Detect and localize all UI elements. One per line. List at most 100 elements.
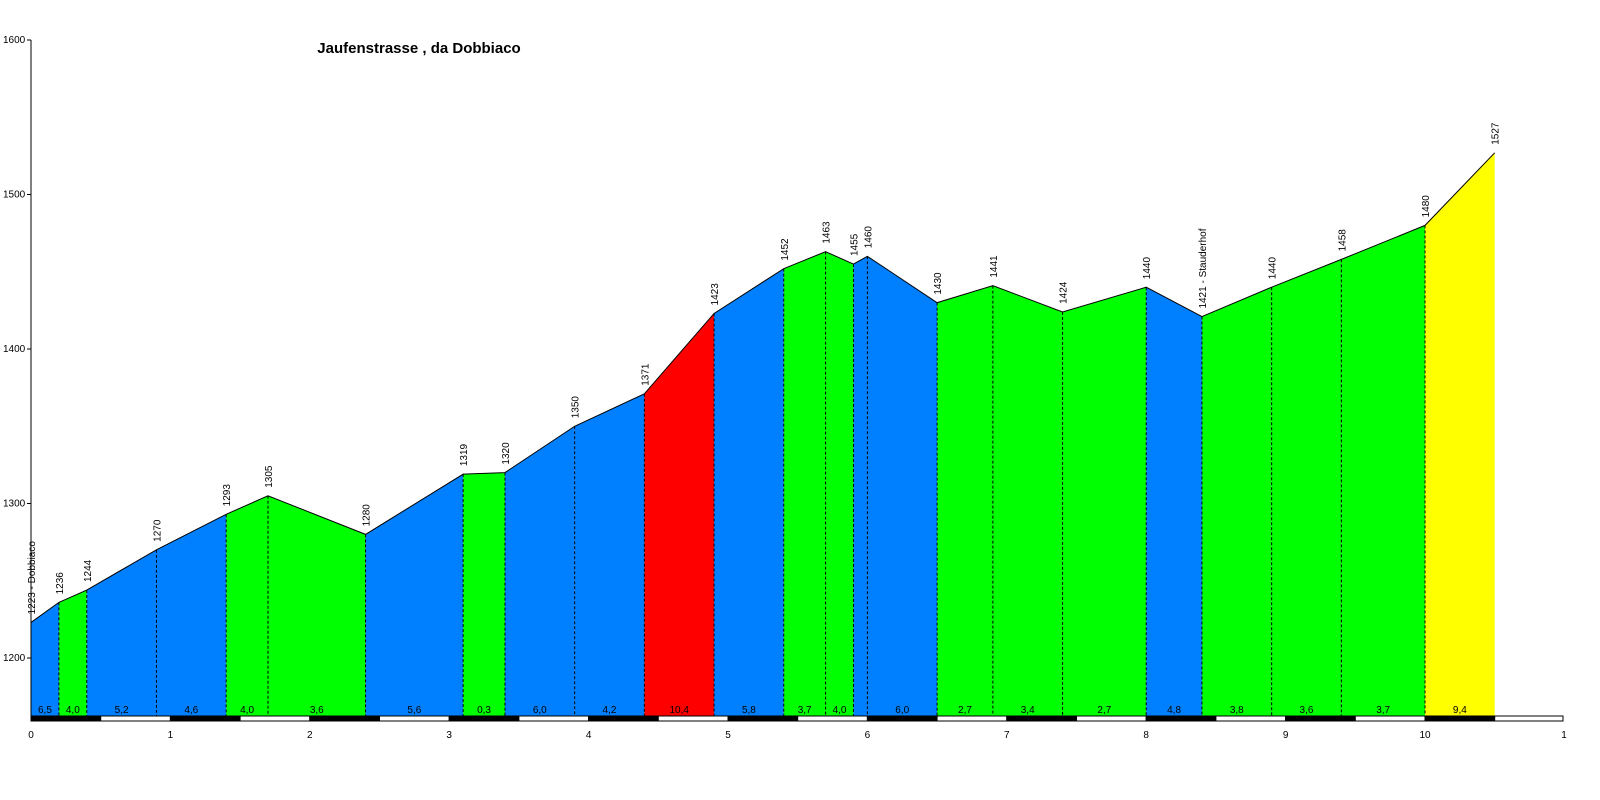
distance-bar-segment bbox=[518, 715, 590, 722]
elevation-label: 1455 bbox=[849, 233, 860, 256]
gradient-label: 4,0 bbox=[240, 705, 254, 716]
distance-bar-segment bbox=[1076, 715, 1147, 722]
elevation-labels: 1223 - Dobbiaco 1236 1244 1270 1293 1305 1280 1… bbox=[27, 122, 1502, 614]
gradient-label: 3,6 bbox=[310, 705, 324, 716]
x-tick-label: 2 bbox=[307, 730, 313, 741]
distance-bar-segment bbox=[379, 715, 450, 722]
x-tick-label: 3 bbox=[446, 730, 452, 741]
gradient-label: 6,0 bbox=[895, 705, 909, 716]
gradient-label: 4,8 bbox=[1167, 705, 1181, 716]
distance-bar-segment bbox=[1145, 715, 1217, 722]
x-tick-label: 7 bbox=[1004, 730, 1010, 741]
elevation-label: 1350 bbox=[571, 396, 582, 419]
distance-bar-segment bbox=[100, 715, 171, 722]
gradient-area-7 bbox=[463, 472, 505, 717]
gradient-label: 4,0 bbox=[66, 705, 80, 716]
gradient-area-15 bbox=[867, 256, 938, 717]
gradient-area-12 bbox=[783, 251, 826, 718]
gradient-area-11 bbox=[714, 268, 784, 717]
gradient-label: 3,4 bbox=[1021, 705, 1035, 716]
x-tick-label: 0 bbox=[28, 730, 34, 741]
distance-bar-segment bbox=[657, 715, 729, 722]
x-tick-label: 4 bbox=[586, 730, 592, 741]
distance-bar-segment bbox=[1285, 715, 1356, 722]
elevation-label: 1293 bbox=[222, 484, 233, 507]
gradient-label: 0,3 bbox=[477, 705, 491, 716]
segment-dividers bbox=[58, 225, 1426, 717]
distance-scale-bar bbox=[30, 715, 1564, 722]
gradient-area-14 bbox=[853, 256, 868, 717]
gradient-area-21 bbox=[1271, 259, 1342, 717]
y-tick-label: 1600 bbox=[3, 35, 26, 46]
elevation-label: 1440 bbox=[1268, 257, 1279, 280]
elevation-label: 1458 bbox=[1337, 229, 1348, 252]
distance-bar-segment bbox=[309, 715, 380, 722]
gradient-area-23 bbox=[1425, 152, 1495, 717]
gradient-label: 2,7 bbox=[958, 705, 972, 716]
distance-bar-segment bbox=[239, 715, 311, 722]
distance-bar-segment bbox=[1215, 715, 1287, 722]
x-tick-label: 5 bbox=[725, 730, 731, 741]
gradient-label: 2,7 bbox=[1097, 705, 1111, 716]
elevation-label: 1440 bbox=[1142, 257, 1153, 280]
distance-bar-segment bbox=[1424, 715, 1496, 722]
gradient-area-5 bbox=[267, 495, 366, 717]
y-tick-label: 1500 bbox=[3, 190, 26, 201]
gradient-label: 3,7 bbox=[798, 705, 812, 716]
y-tick-label: 1400 bbox=[3, 344, 26, 355]
gradient-label: 3,6 bbox=[1300, 705, 1314, 716]
elevation-label: 1441 bbox=[989, 255, 1000, 278]
elevation-label: 1270 bbox=[152, 519, 163, 542]
distance-bar-segment bbox=[797, 715, 868, 722]
gradient-label: 9,4 bbox=[1453, 705, 1467, 716]
distance-bar-segment bbox=[727, 715, 799, 722]
gradient-label: 3,7 bbox=[1376, 705, 1390, 716]
gradient-area-17 bbox=[992, 285, 1063, 717]
distance-bar-segment bbox=[1354, 715, 1426, 722]
gradient-areas bbox=[31, 152, 1495, 718]
gradient-label: 4,6 bbox=[184, 705, 198, 716]
distance-bar-segment bbox=[1006, 715, 1077, 722]
chart-title: Jaufenstrasse , da Dobbiaco bbox=[317, 40, 520, 57]
gradient-label: 5,6 bbox=[407, 705, 421, 716]
profile-line bbox=[30, 152, 1496, 623]
gradient-area-19 bbox=[1146, 287, 1202, 717]
x-tick-label: 6 bbox=[865, 730, 871, 741]
x-tick-label: 1 bbox=[168, 730, 174, 741]
gradient-label: 5,2 bbox=[115, 705, 129, 716]
gradient-area-16 bbox=[937, 285, 993, 717]
gradient-area-13 bbox=[825, 251, 854, 718]
x-tick-label: 8 bbox=[1143, 730, 1149, 741]
gradient-area-2 bbox=[86, 549, 157, 717]
gradient-area-10 bbox=[644, 313, 715, 717]
gradient-area-18 bbox=[1062, 287, 1147, 717]
elevation-label: 1424 bbox=[1059, 281, 1070, 304]
distance-bar-segment bbox=[448, 715, 520, 722]
x-tick-label: 9 bbox=[1283, 730, 1289, 741]
gradient-label: 5,8 bbox=[742, 705, 756, 716]
gradient-area-3 bbox=[156, 514, 227, 717]
gradient-label: 3,8 bbox=[1230, 705, 1244, 716]
x-tick-label: 10 bbox=[1419, 730, 1431, 741]
x-tick-label: 1 bbox=[1561, 730, 1567, 741]
gradient-labels: 6,5 4,0 5,2 4,6 4,0 3,6 5,6 0,3 6,0 4,2 10,4 5,8 3,7… bbox=[38, 705, 1467, 716]
y-tick-label: 1300 bbox=[3, 499, 26, 510]
elevation-label: 1305 bbox=[264, 465, 275, 488]
elevation-label: 1371 bbox=[640, 363, 651, 386]
elevation-label: 1244 bbox=[83, 559, 94, 582]
gradient-area-1 bbox=[58, 590, 87, 717]
elevation-label: 1527 bbox=[1491, 122, 1502, 145]
distance-bar-segment bbox=[936, 715, 1008, 722]
distance-bar-segment bbox=[30, 715, 102, 722]
elevation-label: 1430 bbox=[933, 272, 944, 295]
elevation-label: 1480 bbox=[1421, 195, 1432, 218]
profile-line-group bbox=[30, 152, 1496, 623]
gradient-area-9 bbox=[574, 393, 645, 717]
elevation-label: 1236 bbox=[55, 572, 66, 595]
elevation-label: 1320 bbox=[501, 442, 512, 465]
elevation-label: 1463 bbox=[822, 221, 833, 244]
elevation-label: 1460 bbox=[863, 226, 874, 249]
elevation-label: 1223 - Dobbiaco bbox=[27, 541, 38, 615]
gradient-area-6 bbox=[365, 474, 464, 717]
